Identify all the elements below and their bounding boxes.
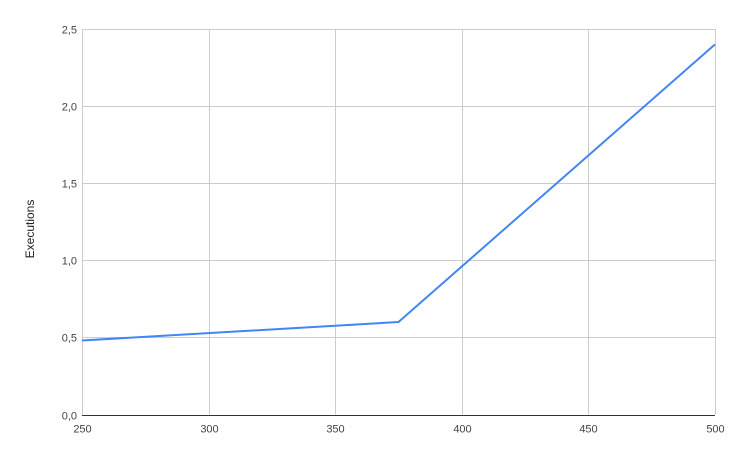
series xyxy=(81,43,716,342)
x-tick-label: 450 xyxy=(579,424,597,436)
y-tick-label: 2,0 xyxy=(62,102,77,114)
x-tick-label: 500 xyxy=(706,424,724,436)
y-tick-label: 2,5 xyxy=(62,25,77,37)
y-axis-title: Executions xyxy=(23,200,37,259)
x-tick-label: 300 xyxy=(200,424,218,436)
x-tick-label: 350 xyxy=(326,424,344,436)
x-tick-label: 250 xyxy=(73,424,91,436)
x-tick-label: 400 xyxy=(453,424,471,436)
y-axis-ticks: 0,0 0,5 1,0 1,5 2,0 2,5 xyxy=(62,25,77,423)
series-line-0 xyxy=(81,43,716,342)
y-tick-label: 0,0 xyxy=(62,411,77,423)
y-tick-label: 0,5 xyxy=(62,333,77,345)
y-tick-label: 1,0 xyxy=(62,256,77,268)
x-axis-ticks: 250 300 350 400 450 500 xyxy=(73,424,724,436)
grid xyxy=(82,29,716,416)
y-tick-label: 1,5 xyxy=(62,179,77,191)
